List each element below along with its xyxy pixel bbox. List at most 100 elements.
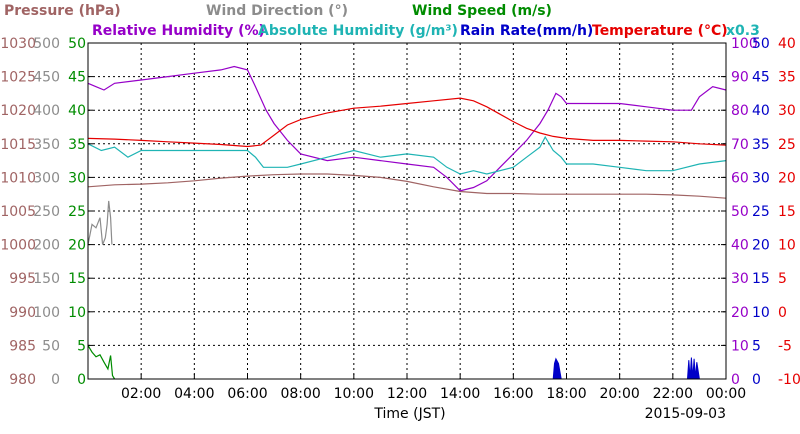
x-tick-label: 04:00 xyxy=(174,386,214,402)
y-tick-temperature: 0 xyxy=(778,305,787,321)
y-tick-relative_humidity: 50 xyxy=(731,204,749,220)
y-tick-wind_speed: 5 xyxy=(77,338,86,354)
y-tick-temperature: -5 xyxy=(778,338,792,354)
y-tick-wind_speed: 45 xyxy=(68,70,86,86)
chart-series xyxy=(87,65,727,380)
y-tick-wind_direction: 300 xyxy=(33,170,60,186)
series-relative_humidity xyxy=(87,65,727,192)
scale-multiplier: x0.3 xyxy=(726,23,760,39)
x-tick-label: 18:00 xyxy=(546,386,586,402)
legend-entry: Temperature (°C) xyxy=(592,23,728,39)
y-tick-relative_humidity: 20 xyxy=(731,305,749,321)
y-tick-rain_rate: 50 xyxy=(752,36,770,52)
y-tick-temperature: 15 xyxy=(778,204,796,220)
y-tick-pressure: 1010 xyxy=(0,170,36,186)
y-tick-wind_direction: 0 xyxy=(51,372,60,388)
x-tick-label: 22:00 xyxy=(653,386,693,402)
y-tick-rain_rate: 20 xyxy=(752,238,770,254)
y-tick-wind_speed: 15 xyxy=(68,271,86,287)
x-tick-label: 14:00 xyxy=(440,386,480,402)
legend-entry: Pressure (hPa) xyxy=(4,3,121,19)
x-tick-label: 08:00 xyxy=(280,386,320,402)
y-tick-wind_direction: 50 xyxy=(42,338,60,354)
y-tick-wind_speed: 20 xyxy=(68,238,86,254)
y-tick-pressure: 990 xyxy=(9,305,36,321)
y-tick-relative_humidity: 0 xyxy=(731,372,740,388)
y-tick-wind_speed: 10 xyxy=(68,305,86,321)
legend-entry: Wind Speed (m/s) xyxy=(412,3,552,19)
x-axis-label: Time (JST) xyxy=(373,406,445,422)
date-label: 2015-09-03 xyxy=(645,406,726,422)
y-tick-wind_direction: 350 xyxy=(33,137,60,153)
y-tick-wind_speed: 35 xyxy=(68,137,86,153)
series-rain_rate xyxy=(88,357,726,380)
y-tick-relative_humidity: 60 xyxy=(731,170,749,186)
y-tick-wind_speed: 30 xyxy=(68,170,86,186)
y-tick-wind_direction: 200 xyxy=(33,238,60,254)
y-tick-pressure: 980 xyxy=(9,372,36,388)
y-tick-relative_humidity: 10 xyxy=(731,338,749,354)
y-tick-wind_speed: 40 xyxy=(68,103,86,119)
y-tick-relative_humidity: 70 xyxy=(731,137,749,153)
series-absolute_humidity xyxy=(87,135,727,175)
y-tick-pressure: 1000 xyxy=(0,238,36,254)
y-tick-relative_humidity: 40 xyxy=(731,238,749,254)
y-tick-rain_rate: 0 xyxy=(752,372,761,388)
y-tick-temperature: 30 xyxy=(778,103,796,119)
y-tick-rain_rate: 10 xyxy=(752,305,770,321)
x-tick-label: 12:00 xyxy=(387,386,427,402)
y-tick-wind_speed: 50 xyxy=(68,36,86,52)
series-wind_speed xyxy=(87,345,116,380)
y-tick-rain_rate: 25 xyxy=(752,204,770,220)
y-tick-pressure: 985 xyxy=(9,338,36,354)
x-tick-label: 06:00 xyxy=(227,386,267,402)
y-tick-wind_direction: 100 xyxy=(33,305,60,321)
y-tick-wind_direction: 400 xyxy=(33,103,60,119)
y-tick-temperature: 5 xyxy=(778,271,787,287)
series-wind_direction xyxy=(87,200,113,245)
series-pressure xyxy=(87,173,727,199)
y-tick-wind_speed: 0 xyxy=(77,372,86,388)
y-tick-temperature: -10 xyxy=(778,372,800,388)
y-tick-rain_rate: 35 xyxy=(752,137,770,153)
y-tick-pressure: 1015 xyxy=(0,137,36,153)
series-temperature xyxy=(87,97,727,148)
x-tick-label: 10:00 xyxy=(334,386,374,402)
y-tick-temperature: 40 xyxy=(778,36,796,52)
y-tick-relative_humidity: 80 xyxy=(731,103,749,119)
legend-entry: Absolute Humidity (g/m³) xyxy=(258,23,458,39)
y-tick-rain_rate: 45 xyxy=(752,70,770,86)
x-tick-label: 02:00 xyxy=(121,386,161,402)
chart-header: Pressure (hPa) Wind Direction (°) Wind Spe… xyxy=(4,3,760,39)
y-tick-relative_humidity: 100 xyxy=(731,36,758,52)
legend-entry: Relative Humidity (%) xyxy=(92,23,265,39)
x-tick-label: 20:00 xyxy=(599,386,639,402)
y-tick-rain_rate: 5 xyxy=(752,338,761,354)
y-tick-rain_rate: 30 xyxy=(752,170,770,186)
y-axes: 9809859909951000100510101015102010251030… xyxy=(0,36,800,388)
y-tick-pressure: 1030 xyxy=(0,36,36,52)
y-tick-rain_rate: 40 xyxy=(752,103,770,119)
y-tick-wind_direction: 150 xyxy=(33,271,60,287)
y-tick-temperature: 25 xyxy=(778,137,796,153)
y-tick-pressure: 1020 xyxy=(0,103,36,119)
y-tick-wind_direction: 500 xyxy=(33,36,60,52)
y-tick-relative_humidity: 90 xyxy=(731,70,749,86)
y-tick-pressure: 995 xyxy=(9,271,36,287)
y-tick-temperature: 35 xyxy=(778,70,796,86)
x-tick-label: 00:00 xyxy=(706,386,746,402)
y-tick-temperature: 20 xyxy=(778,170,796,186)
legend-entry: Wind Direction (°) xyxy=(206,3,348,19)
y-tick-rain_rate: 15 xyxy=(752,271,770,287)
chart-grid xyxy=(88,43,726,379)
y-tick-temperature: 10 xyxy=(778,238,796,254)
y-tick-relative_humidity: 30 xyxy=(731,271,749,287)
y-tick-wind_speed: 25 xyxy=(68,204,86,220)
legend-entry: Rain Rate(mm/h) xyxy=(460,23,593,39)
x-axis: 02:00 04:00 06:00 08:00 10:00 12:00 14:00 16:00… xyxy=(121,374,746,402)
y-tick-pressure: 1025 xyxy=(0,70,36,86)
y-tick-pressure: 1005 xyxy=(0,204,36,220)
y-tick-wind_direction: 450 xyxy=(33,70,60,86)
y-tick-wind_direction: 250 xyxy=(33,204,60,220)
